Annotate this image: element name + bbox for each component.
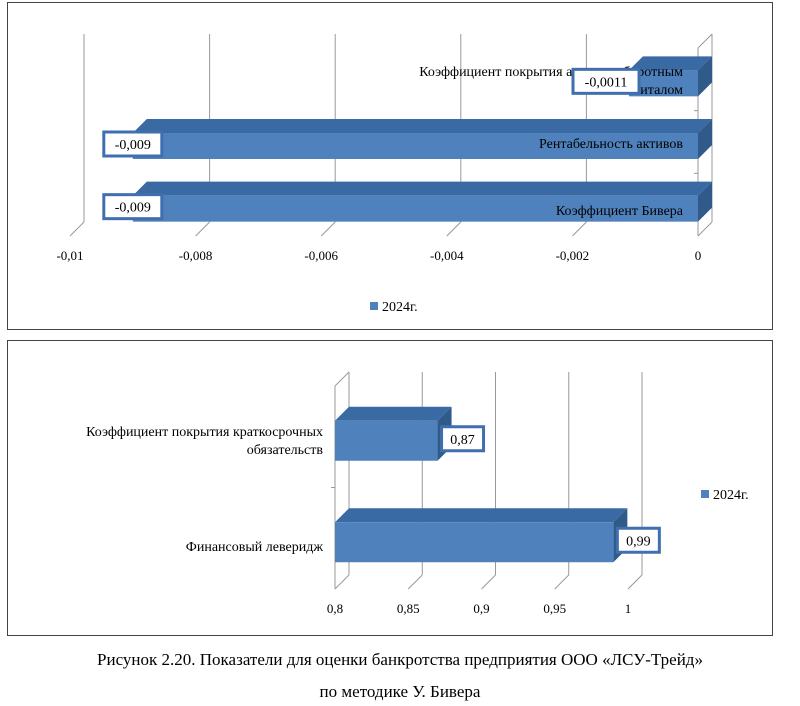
bar-top xyxy=(132,119,713,133)
data-label: -0,009 xyxy=(115,201,151,216)
x-tick-label: -0,01 xyxy=(56,248,83,263)
gridline-floor xyxy=(481,574,496,590)
bar-top xyxy=(335,508,628,523)
data-label-box xyxy=(102,193,164,221)
legend-label: 2024г. xyxy=(713,488,749,503)
bar xyxy=(132,195,699,222)
data-label-box xyxy=(440,425,486,453)
x-tick-label: -0,008 xyxy=(179,248,213,263)
category-label: обязательств xyxy=(247,443,324,458)
figure-caption-line-2: по методике У. Бивера xyxy=(319,682,481,701)
gridline-floor xyxy=(69,221,85,237)
gridline-floor xyxy=(627,574,643,590)
x-tick-label: 0,95 xyxy=(543,601,566,616)
category-label: Финансовый леверидж xyxy=(186,540,324,555)
gridline-floor xyxy=(446,221,462,237)
bar xyxy=(335,522,614,563)
gridline-floor xyxy=(195,221,210,237)
x-tick-label: 0,8 xyxy=(327,601,343,616)
legend-swatch xyxy=(701,490,709,498)
x-tick-label: 0,9 xyxy=(473,601,489,616)
data-label: -0,009 xyxy=(115,138,151,153)
bankruptcy-negative-indicators-chart: -0,01 -0,008 -0,006 -0,004 -0,002 0 Коэффициен… xyxy=(56,33,713,315)
data-label-box xyxy=(571,67,641,95)
gridline-floor xyxy=(697,221,713,237)
x-tick-label: -0,004 xyxy=(430,248,464,263)
gridline-floor xyxy=(320,221,336,237)
bar-side xyxy=(698,181,712,222)
x-tick-label: 0 xyxy=(695,248,702,263)
legend-label: 2024г. xyxy=(382,300,418,315)
bar-top xyxy=(628,56,712,71)
gridline-floor xyxy=(572,221,587,237)
bar-top xyxy=(132,181,713,196)
x-tick-label: 0,85 xyxy=(397,601,420,616)
data-label: -0,0011 xyxy=(585,75,628,90)
gridline-floor xyxy=(334,574,350,590)
data-label-box xyxy=(615,526,661,554)
data-label-box xyxy=(102,130,164,158)
bar-side xyxy=(698,56,712,97)
chart-panel-1: -0,01 -0,008 -0,006 -0,004 -0,002 0 Коэффициен… xyxy=(7,2,773,330)
axis-wall-top xyxy=(697,33,713,49)
data-label: 0,87 xyxy=(450,433,475,448)
x-tick-label: -0,006 xyxy=(304,248,338,263)
axis-wall-top xyxy=(334,371,350,387)
gridline-floor xyxy=(407,574,423,590)
bar-top xyxy=(335,406,452,421)
chart-panel-2: 0,8 0,85 0,9 0,95 1 Коэффициент покрытия крат… xyxy=(7,340,773,636)
category-label: Коэффициент покрытия активов оборотным xyxy=(419,65,683,80)
category-label: Рентабельность активов xyxy=(539,137,683,152)
bar xyxy=(132,133,699,159)
bankruptcy-positive-indicators-chart: 0,8 0,85 0,9 0,95 1 Коэффициент покрытия крат… xyxy=(86,371,749,616)
x-tick-label: 1 xyxy=(625,601,632,616)
figure-caption-line-1: Рисунок 2.20. Показатели для оценки банк… xyxy=(97,650,703,669)
gridline-floor xyxy=(554,574,570,590)
x-tick-label: -0,002 xyxy=(556,248,590,263)
legend-swatch xyxy=(370,302,378,310)
category-label: Коэффициент Бивера xyxy=(556,204,684,219)
category-label: Коэффициент покрытия краткосрочных xyxy=(86,425,323,440)
bar xyxy=(335,420,438,461)
bar-side xyxy=(698,119,712,159)
data-label: 0,99 xyxy=(626,534,651,549)
